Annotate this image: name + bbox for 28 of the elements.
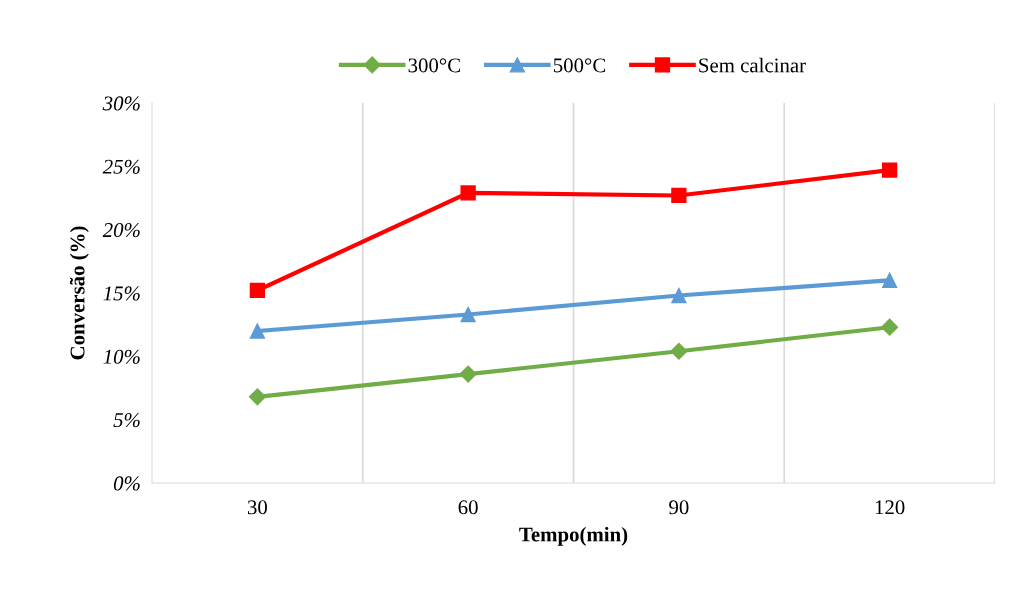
point <box>460 185 476 201</box>
x-tick-label: 60 <box>458 500 478 515</box>
x-tick-label: 30 <box>247 500 267 515</box>
x-tick-label: 90 <box>669 500 689 515</box>
legend-label: 300°C <box>408 58 460 73</box>
legend-label: 500°C <box>553 58 606 73</box>
y-tick-label: 30% <box>102 96 140 111</box>
point <box>460 306 476 323</box>
legend-label: Sem calcinar <box>699 57 806 73</box>
point <box>249 323 266 339</box>
point <box>459 365 477 383</box>
point <box>881 162 898 178</box>
point <box>248 388 266 406</box>
point <box>881 272 898 288</box>
y-tick-label: 20% <box>102 223 140 238</box>
y-tick-label: 0% <box>113 476 140 491</box>
point <box>671 287 687 304</box>
point <box>671 187 687 204</box>
point <box>881 318 899 336</box>
y-tick-label: 25% <box>102 159 140 174</box>
x-axis-title: Tempo(min) <box>519 526 628 546</box>
x-tick-label: 120 <box>875 500 905 515</box>
point <box>670 342 688 360</box>
y-tick-label: 10% <box>103 349 140 364</box>
y-tick-label: 5% <box>113 413 140 428</box>
y-tick-label: 15% <box>103 286 140 301</box>
y-axis-title: Conversão (%) <box>69 226 89 360</box>
point <box>249 282 266 299</box>
